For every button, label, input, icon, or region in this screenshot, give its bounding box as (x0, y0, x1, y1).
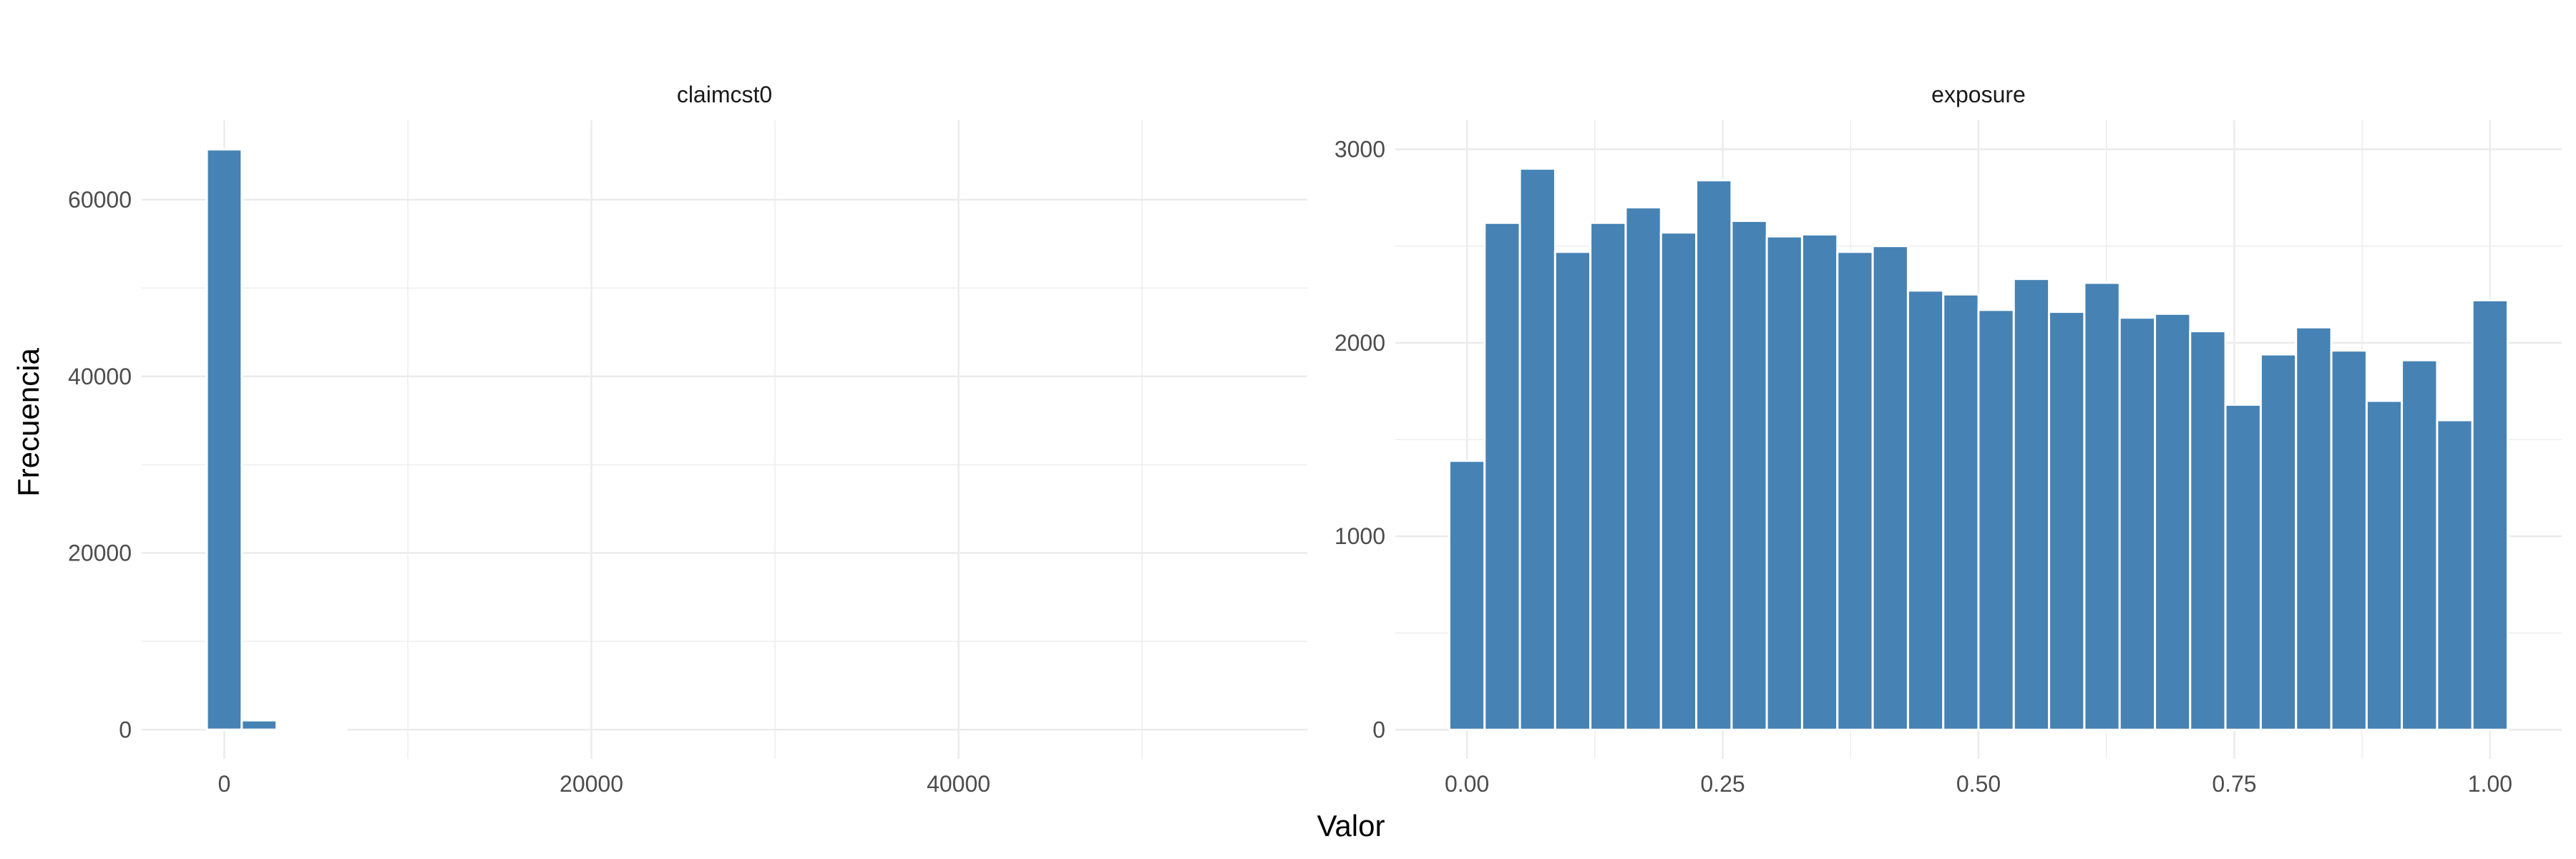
histogram-bar (205, 148, 243, 731)
facet-panel-exposure: exposure 0 1000 2000 3000 0.00 0.25 0.50 0.75 1.0… (1335, 82, 2562, 797)
y-axis-title: Frecuencia (11, 347, 45, 496)
histogram-bar (1483, 221, 1521, 731)
histogram-bar (1942, 293, 1980, 731)
histogram-bar (1624, 206, 1662, 731)
x-tick-label: 0.75 (2212, 771, 2256, 797)
histogram-bar (2189, 330, 2227, 731)
histogram-bar (240, 719, 278, 731)
x-tick-label: 0.25 (1700, 771, 1745, 797)
histogram-bar (1518, 168, 1556, 731)
x-tick-label: 1.00 (2468, 771, 2512, 797)
y-tick-label: 20000 (68, 540, 132, 566)
histogram-bar (2295, 326, 2333, 731)
histogram-bar (2118, 316, 2157, 731)
facet-title: exposure (1931, 82, 2026, 107)
histogram-bar (1659, 231, 1698, 731)
histogram-bar (2436, 419, 2474, 731)
histogram-bar (1836, 251, 1874, 731)
x-tick-label: 0.50 (1956, 771, 2001, 797)
histogram-bar (1977, 309, 2015, 731)
y-tick-label: 3000 (1335, 137, 1385, 162)
facet-panel-claimcst0: claimcst0 0 20000 40000 60000 0 20000 40000 (68, 82, 1307, 797)
x-tick-label: 0 (218, 771, 231, 797)
histogram-bar (2048, 311, 2086, 731)
histogram-bar (2259, 353, 2298, 731)
histogram-bar (1871, 245, 1909, 731)
histogram-bar (2083, 281, 2121, 731)
histogram-bar (275, 727, 313, 731)
histogram-bar (1695, 179, 1733, 731)
y-tick-label: 2000 (1335, 330, 1385, 356)
histogram-bar (2401, 359, 2439, 731)
y-tick-label: 0 (1372, 717, 1385, 742)
x-tick-label: 0.00 (1445, 771, 1489, 797)
y-tick-label: 60000 (68, 187, 132, 213)
histogram-bar (1448, 460, 1486, 731)
histogram-bar (1800, 233, 1839, 731)
histogram-bar (1553, 251, 1592, 731)
histogram-bar (2224, 403, 2262, 731)
histogram-bar (1906, 289, 1945, 731)
y-tick-label: 0 (119, 717, 132, 742)
y-tick-label: 1000 (1335, 523, 1385, 549)
histogram-bar (2154, 312, 2192, 731)
x-tick-label: 40000 (927, 771, 990, 797)
x-tick-label: 20000 (560, 771, 623, 797)
histogram-bar (1589, 221, 1627, 731)
histogram-bar (2471, 299, 2509, 731)
facet-title: claimcst0 (677, 82, 772, 107)
histogram-bar (1730, 220, 1768, 731)
histogram-bar (2012, 278, 2051, 731)
histogram-bar (1765, 235, 1803, 731)
y-tick-label: 40000 (68, 364, 132, 389)
x-axis-title: Valor (1317, 809, 1385, 843)
histogram-bar (2330, 349, 2368, 731)
histogram-bar (2365, 399, 2404, 731)
